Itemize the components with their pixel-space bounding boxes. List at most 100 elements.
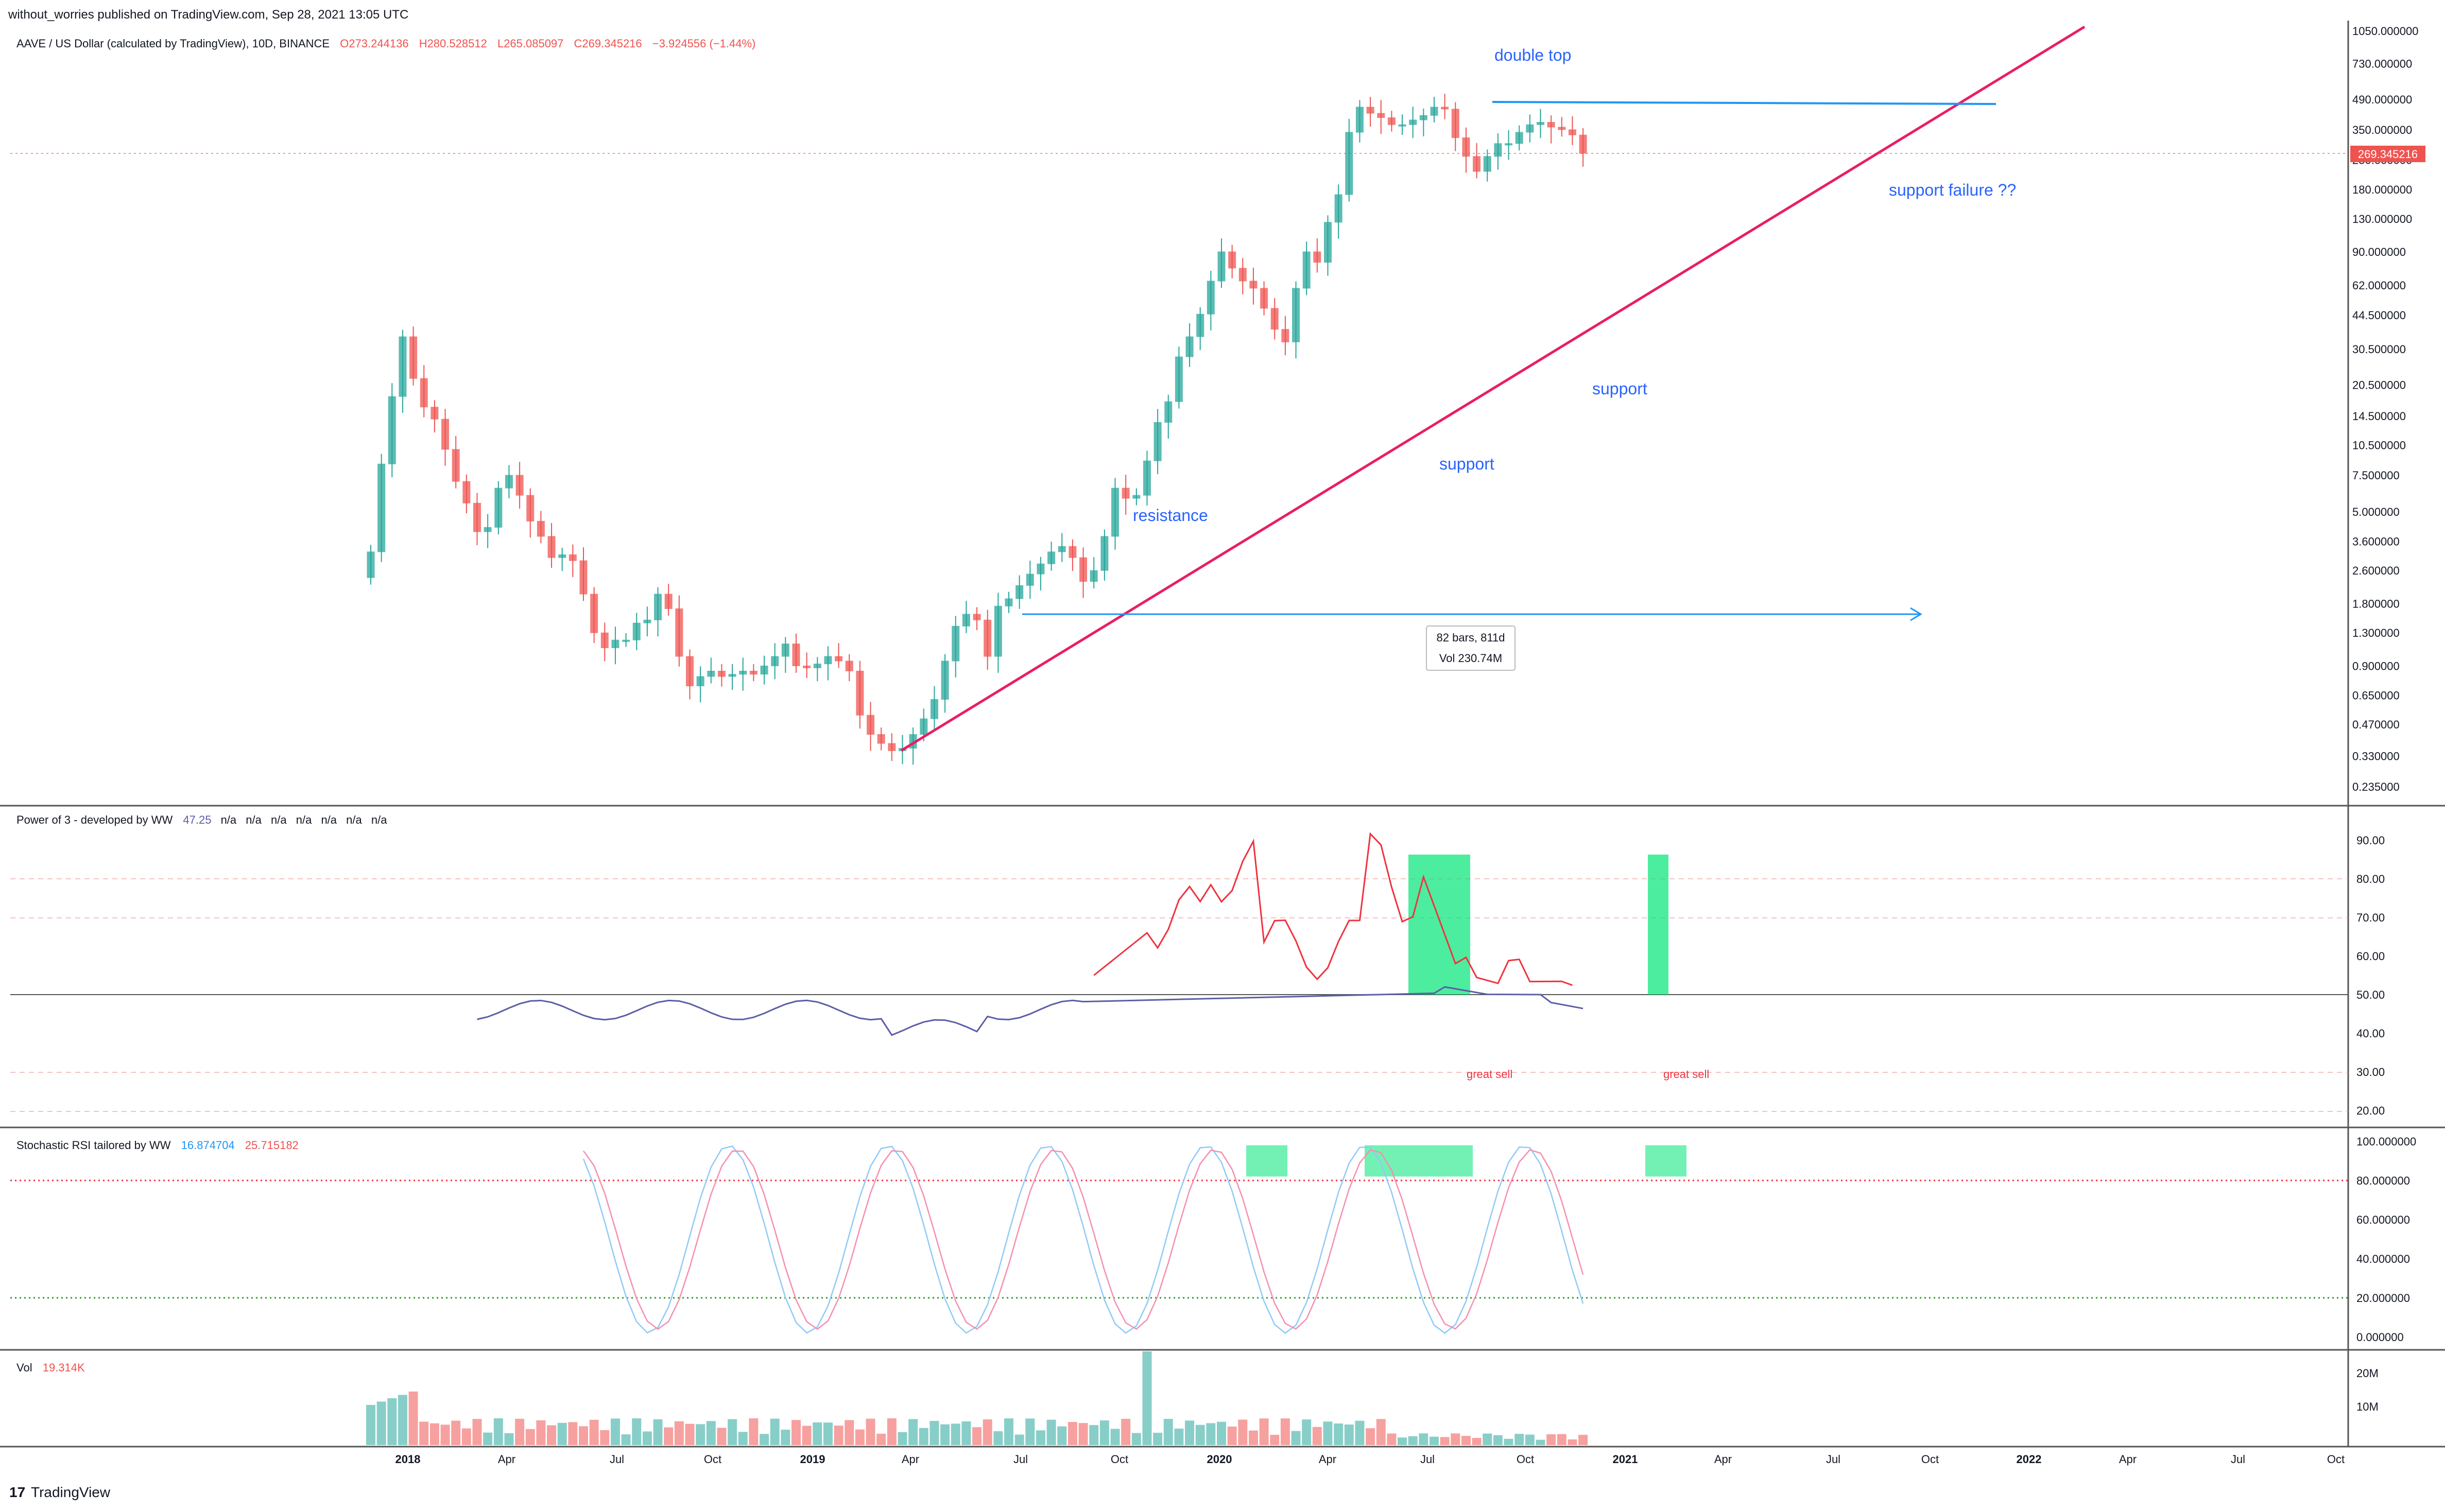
volume-bar <box>589 1419 599 1445</box>
symbol-name: AAVE / US Dollar (calculated by TradingV… <box>16 37 330 50</box>
power3-fills <box>1408 855 1668 995</box>
price-axis-label: 180.000000 <box>2352 183 2412 196</box>
candle-body <box>1015 585 1024 599</box>
candle-body <box>728 674 736 677</box>
volume-bar <box>855 1429 865 1445</box>
volume-bar <box>366 1405 375 1445</box>
candle-body <box>792 644 800 666</box>
candle-body <box>707 670 715 677</box>
measure-bars: 82 bars, 811d <box>1437 631 1505 644</box>
volume-bar <box>579 1426 588 1445</box>
power3-levels <box>10 878 2348 1112</box>
annotation-double-top: double top <box>1494 46 1571 64</box>
volume-bar <box>781 1430 790 1445</box>
candle-body <box>1547 122 1555 128</box>
volume-bar <box>961 1421 971 1445</box>
annotation-support-1: support <box>1592 379 1647 398</box>
candle-body <box>1579 134 1587 154</box>
stoch-signal-fill <box>1365 1145 1473 1177</box>
volume-bar <box>1142 1351 1152 1445</box>
candle-body <box>1462 137 1470 157</box>
price-axis-label: 62.000000 <box>2352 279 2406 292</box>
annotation-support-failure: support failure ?? <box>1889 181 2016 199</box>
power3-line-high <box>1093 832 1573 986</box>
candle-body <box>1217 251 1226 282</box>
volume-bar <box>664 1427 674 1445</box>
measure-arrowhead <box>1910 607 1922 621</box>
time-axis-label: Jul <box>1420 1453 1435 1466</box>
candle-body <box>920 718 928 735</box>
volume-bar <box>887 1418 897 1445</box>
volume-bar <box>504 1433 514 1445</box>
volume-bar <box>1291 1431 1301 1445</box>
time-axis-label: Jul <box>1826 1453 1840 1466</box>
candle-body <box>1100 536 1109 571</box>
power3-na: n/a <box>246 813 262 826</box>
volume-bar <box>440 1424 450 1445</box>
power3-axis-label: 40.00 <box>2356 1027 2385 1040</box>
candle-body <box>1069 546 1077 558</box>
volume-bar <box>1546 1434 1556 1445</box>
time-axis-label: 2020 <box>1207 1453 1232 1466</box>
candle-body <box>579 560 588 595</box>
power3-na: n/a <box>296 813 312 826</box>
volume-bar <box>1568 1439 1577 1445</box>
candle-body <box>1153 422 1162 461</box>
stoch-axis-label: 20.000000 <box>2356 1292 2410 1305</box>
volume-bar <box>515 1418 525 1445</box>
volume-bar <box>557 1422 567 1445</box>
volume-bar <box>1259 1418 1269 1445</box>
volume-bar <box>376 1401 386 1445</box>
candle-body <box>1079 557 1088 582</box>
candle-body <box>888 743 896 751</box>
candle-body <box>675 608 683 657</box>
candle-body <box>984 619 992 657</box>
volume-bar <box>1280 1418 1290 1445</box>
volume-bar <box>1430 1436 1439 1445</box>
candle-body <box>494 488 503 528</box>
candle-body <box>1260 288 1268 309</box>
candle-body <box>1196 314 1204 337</box>
time-axis-label: Jul <box>2231 1453 2245 1466</box>
candle-body <box>1164 401 1173 423</box>
volume-bar <box>1312 1427 1322 1445</box>
volume-bar <box>1153 1433 1163 1445</box>
volume-bar <box>1334 1423 1344 1445</box>
volume-bar <box>1185 1420 1195 1445</box>
candle-body <box>1419 115 1427 120</box>
stoch-axis-label: 80.000000 <box>2356 1174 2410 1187</box>
candle-body <box>452 449 460 482</box>
stoch-name: Stochastic RSI tailored by WW <box>16 1139 171 1152</box>
volume-bar <box>653 1419 663 1445</box>
price-axis-label: 7.500000 <box>2352 469 2400 482</box>
volume-bar <box>1536 1439 1545 1445</box>
candle-body <box>1387 117 1396 125</box>
candle-body <box>654 594 662 620</box>
power3-axis-label: 70.00 <box>2356 911 2385 924</box>
candle-body <box>1047 551 1056 564</box>
candle-body <box>845 661 853 671</box>
stoch-d-line <box>582 1149 1584 1330</box>
candle-body <box>1111 488 1119 537</box>
candle-body <box>1537 122 1544 125</box>
price-axis-label: 0.330000 <box>2352 750 2400 763</box>
volume-bar <box>791 1420 801 1445</box>
candle-body <box>1270 308 1279 330</box>
power3-title: Power of 3 - developed by WW 47.25 n/a n… <box>16 813 387 826</box>
candle-body <box>505 475 513 489</box>
volume-bar <box>1493 1435 1503 1445</box>
volume-bar <box>1174 1429 1184 1445</box>
candle-body <box>377 463 386 552</box>
volume-bar <box>1195 1424 1205 1445</box>
candle-body <box>515 475 524 496</box>
volume-bar <box>1163 1419 1173 1445</box>
volume-bar <box>1025 1418 1035 1445</box>
measure-box <box>1426 625 1516 671</box>
volume-bar <box>940 1424 950 1445</box>
power3-na: n/a <box>221 813 237 826</box>
volume-bar <box>802 1426 812 1445</box>
volume-bar <box>706 1421 716 1445</box>
price-axis-label: 1050.000000 <box>2352 25 2418 38</box>
volume-bar <box>834 1426 843 1445</box>
